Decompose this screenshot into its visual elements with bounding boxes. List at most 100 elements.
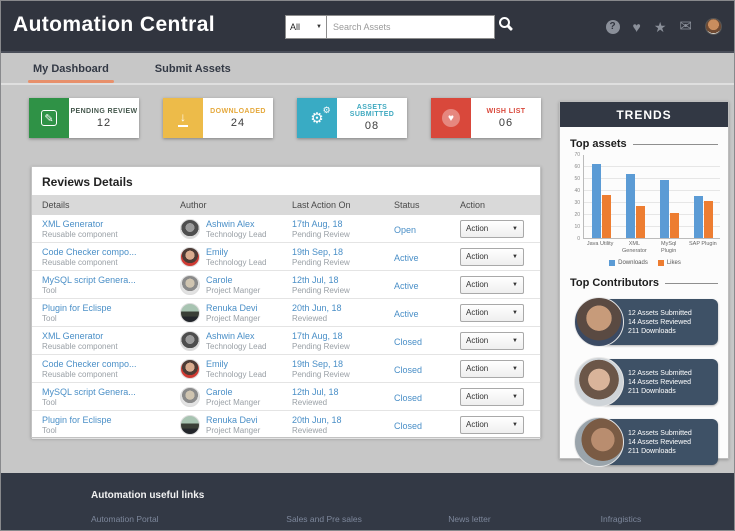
contributor-card[interactable]: 12 Assets Submitted 14 Assets Reviewed 2…: [574, 297, 718, 348]
user-avatar[interactable]: [705, 18, 722, 35]
contributor-avatar: [574, 357, 624, 408]
asset-link[interactable]: XML Generator: [42, 330, 104, 341]
author-link[interactable]: Renuka Devi: [206, 414, 258, 425]
contributor-assets-submitted: 12 Assets Submitted: [628, 429, 692, 437]
footer-link[interactable]: Sales and Pre sales: [286, 514, 362, 524]
stat-card[interactable]: ⚙ ASSETS SUBMITTED 08: [297, 98, 407, 138]
asset-link[interactable]: Plugin for Eclispe: [42, 414, 112, 425]
action-dropdown[interactable]: Action: [460, 303, 524, 322]
search-filter-dropdown[interactable]: All: [285, 15, 327, 39]
tab-my-dashboard[interactable]: My Dashboard: [28, 63, 114, 83]
action-dropdown[interactable]: Action: [460, 415, 524, 434]
edit-icon: ✎: [29, 98, 69, 138]
author-link[interactable]: Emily: [206, 358, 228, 369]
contributor-card[interactable]: 12 Assets Submitted 14 Assets Reviewed 2…: [574, 417, 718, 468]
author-link[interactable]: Emily: [206, 246, 228, 257]
top-contributors-list: 12 Assets Submitted 14 Assets Reviewed 2…: [560, 297, 728, 468]
author-link[interactable]: Ashwin Alex: [206, 218, 255, 229]
author-role: Technology Lead: [206, 257, 267, 267]
footer-link-column: News letter Events and user meets: [448, 514, 600, 530]
search-button[interactable]: [495, 15, 519, 39]
contributor-assets-reviewed: 14 Assets Reviewed: [628, 318, 692, 326]
action-dropdown[interactable]: Action: [460, 219, 524, 238]
legend-swatch: [657, 260, 664, 267]
author-link[interactable]: Renuka Devi: [206, 302, 258, 313]
author-avatar: [180, 358, 200, 379]
asset-link[interactable]: Code Checker compo...: [42, 358, 137, 369]
column-header-details: Details: [42, 200, 70, 210]
author-avatar: [180, 330, 200, 351]
asset-link[interactable]: Code Checker compo...: [42, 246, 137, 257]
action-dropdown[interactable]: Action: [460, 247, 524, 266]
top-contributors-heading: Top Contributors: [570, 277, 718, 289]
x-tick-label: XML Generator: [621, 241, 647, 255]
heart-icon[interactable]: [633, 19, 641, 35]
author-link[interactable]: Ashwin Alex: [206, 330, 255, 341]
tab-submit-assets[interactable]: Submit Assets: [153, 63, 233, 83]
app-header: Automation Central All: [1, 1, 734, 53]
chart-legend: Downloads Likes: [570, 260, 720, 267]
footer-link[interactable]: News letter: [448, 514, 491, 524]
footer-link[interactable]: Infragistics: [600, 514, 642, 524]
author-link[interactable]: Carole: [206, 274, 233, 285]
action-dropdown[interactable]: Action: [460, 359, 524, 378]
mail-icon[interactable]: [679, 18, 692, 35]
footer-link[interactable]: Automation Portal: [91, 514, 159, 524]
last-action-state: Pending Review: [292, 229, 350, 239]
asset-link[interactable]: MySQL script Genera...: [42, 274, 136, 285]
stat-card[interactable]: ↓ DOWNLOADED 24: [163, 98, 273, 138]
action-dropdown[interactable]: Action: [460, 331, 524, 350]
last-action-state: Pending Review: [292, 341, 350, 351]
contributor-assets-submitted: 12 Assets Submitted: [628, 369, 692, 377]
action-dropdown-label: Action: [466, 364, 489, 373]
status-text: Active: [394, 252, 419, 263]
top-assets-heading: Top assets: [570, 138, 718, 150]
chart-plot-area: [583, 155, 720, 239]
last-action-state: Reviewed: [292, 425, 328, 435]
contributor-card[interactable]: 12 Assets Submitted 14 Assets Reviewed 2…: [574, 357, 718, 408]
y-tick-label: 0: [577, 236, 580, 242]
table-row: MySQL script Genera... Tool Carole Proje…: [32, 383, 540, 411]
asset-link[interactable]: Plugin for Eclispe: [42, 302, 112, 313]
search-filter-value: All: [290, 22, 301, 32]
action-dropdown[interactable]: Action: [460, 275, 524, 294]
author-avatar: [180, 274, 200, 295]
stat-value: 06: [498, 116, 514, 129]
y-tick-label: 30: [574, 200, 580, 206]
status-text: Closed: [394, 336, 423, 347]
status-text: Open: [394, 224, 417, 235]
downloads-bar: [659, 180, 669, 238]
status-text: Closed: [394, 364, 423, 375]
search-bar: All: [285, 15, 519, 39]
action-dropdown[interactable]: Action: [460, 387, 524, 406]
y-tick-label: 40: [574, 188, 580, 194]
stat-card[interactable]: ♥ WISH LIST 06: [431, 98, 541, 138]
bar-group: [693, 196, 713, 238]
asset-link[interactable]: MySQL script Genera...: [42, 386, 136, 397]
stat-label: WISH LIST: [486, 107, 526, 115]
y-tick-label: 60: [574, 164, 580, 170]
contributor-downloads: 211 Downloads: [628, 387, 676, 395]
footer-link-column: Automation Portal Unit Anchors: [91, 514, 286, 530]
author-role: Technology Lead: [206, 229, 267, 239]
search-input[interactable]: [327, 15, 495, 39]
contributor-avatar: [574, 297, 624, 348]
table-row: XML Generator Reusable component Ashwin …: [32, 327, 540, 355]
author-link[interactable]: Carole: [206, 386, 233, 397]
column-header-author: Author: [180, 200, 207, 210]
star-icon[interactable]: [654, 19, 667, 35]
help-icon[interactable]: [605, 19, 620, 34]
table-row: Plugin for Eclispe Tool Renuka Devi Proj…: [32, 411, 540, 439]
tab-label: Submit Assets: [154, 63, 231, 75]
stat-card[interactable]: ✎ PENDING REVIEW 12: [29, 98, 139, 138]
asset-link[interactable]: XML Generator: [42, 218, 104, 229]
last-action-date: 19th Sep, 18: [292, 246, 344, 257]
asset-type: Reusable component: [42, 341, 118, 351]
stat-label: DOWNLOADED: [210, 107, 266, 115]
author-avatar: [180, 218, 200, 239]
status-text: Active: [394, 308, 419, 319]
likes-bar: [703, 200, 713, 238]
asset-type: Tool: [42, 285, 57, 295]
last-action-date: 20th Jun, 18: [292, 302, 342, 313]
author-avatar: [180, 414, 200, 435]
